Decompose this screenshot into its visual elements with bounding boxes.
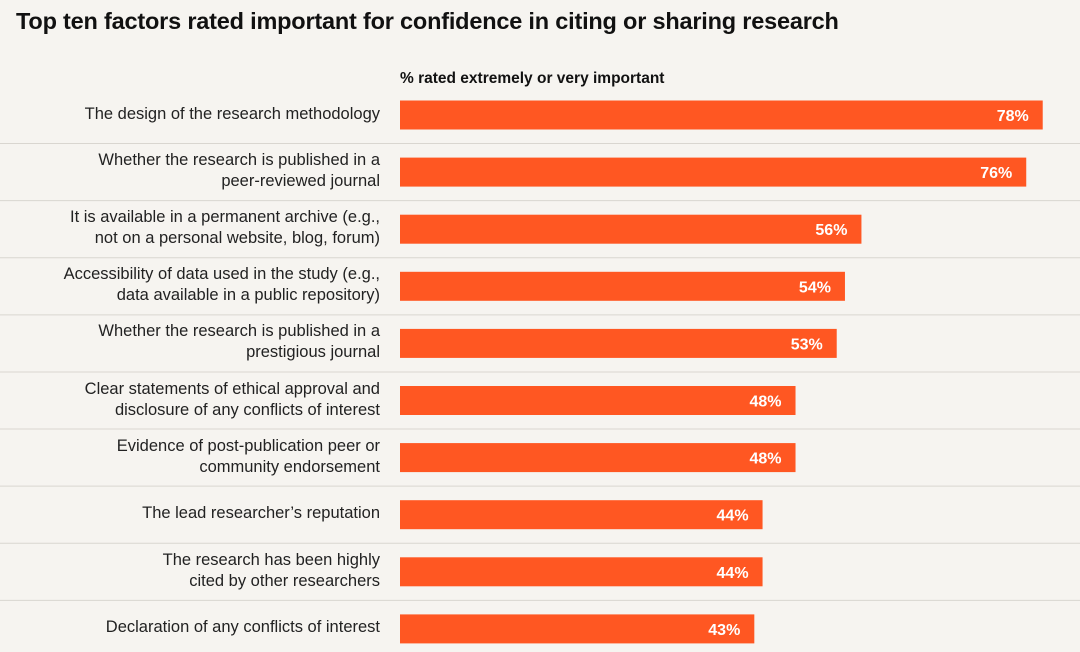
chart-title: Top ten factors rated important for conf… bbox=[16, 8, 839, 34]
bar bbox=[400, 443, 796, 473]
data-label: 43% bbox=[708, 622, 740, 639]
bar bbox=[400, 157, 1027, 187]
bar bbox=[400, 271, 845, 301]
data-label: 76% bbox=[980, 165, 1012, 182]
category-label-line: disclosure of any conflicts of interest bbox=[114, 400, 380, 419]
bar bbox=[400, 386, 796, 415]
category-label-line: Whether the research is published in a bbox=[98, 322, 380, 341]
data-label: 48% bbox=[749, 394, 781, 411]
axis-caption: % rated extremely or very important bbox=[400, 70, 665, 87]
data-label: 44% bbox=[717, 508, 749, 525]
category-label-line: Accessibility of data used in the study … bbox=[63, 265, 380, 284]
category-label-line: peer-reviewed journal bbox=[221, 172, 380, 191]
bar bbox=[400, 328, 837, 358]
category-label-line: Whether the research is published in a bbox=[98, 151, 380, 170]
category-label: Accessibility of data used in the study … bbox=[0, 264, 380, 306]
category-label: The lead researcher’s reputation bbox=[0, 503, 380, 524]
category-label-line: The research has been highly bbox=[162, 550, 380, 569]
bar bbox=[400, 557, 763, 587]
category-label-line: The design of the research methodology bbox=[84, 104, 380, 123]
category-label-line: prestigious journal bbox=[246, 343, 380, 362]
data-label: 48% bbox=[749, 451, 781, 468]
category-label-line: not on a personal website, blog, forum) bbox=[94, 229, 380, 248]
category-label: The design of the research methodology bbox=[0, 104, 380, 125]
category-label-line: Declaration of any conflicts of interest bbox=[105, 618, 380, 637]
category-label: Whether the research is published in a pr… bbox=[0, 321, 380, 363]
category-label: It is available in a permanent archive (… bbox=[0, 207, 380, 249]
data-label: 78% bbox=[997, 108, 1029, 125]
category-label-line: cited by other researchers bbox=[189, 571, 380, 590]
category-label-line: The lead researcher’s reputation bbox=[142, 504, 380, 523]
bar bbox=[400, 100, 1043, 130]
data-label: 53% bbox=[791, 336, 823, 353]
bar bbox=[400, 214, 862, 244]
data-label: 44% bbox=[717, 565, 749, 582]
data-label: 54% bbox=[799, 279, 831, 296]
category-label-line: community endorsement bbox=[199, 457, 380, 476]
category-label-line: Evidence of post-publication peer or bbox=[116, 436, 380, 455]
category-label-line: data available in a public repository) bbox=[116, 286, 380, 305]
data-label: 56% bbox=[815, 222, 847, 239]
category-label: Evidence of post-publication peer or comm… bbox=[0, 436, 380, 478]
category-label: Declaration of any conflicts of interest bbox=[0, 617, 380, 638]
bar bbox=[400, 614, 755, 644]
category-label: The research has been highly cited by oth… bbox=[0, 550, 380, 592]
bar bbox=[400, 500, 763, 530]
category-label: Clear statements of ethical approval and… bbox=[0, 379, 380, 421]
category-label-line: It is available in a permanent archive (… bbox=[70, 208, 380, 227]
category-label-line: Clear statements of ethical approval and bbox=[84, 379, 380, 398]
category-label: Whether the research is published in a pe… bbox=[0, 150, 380, 192]
